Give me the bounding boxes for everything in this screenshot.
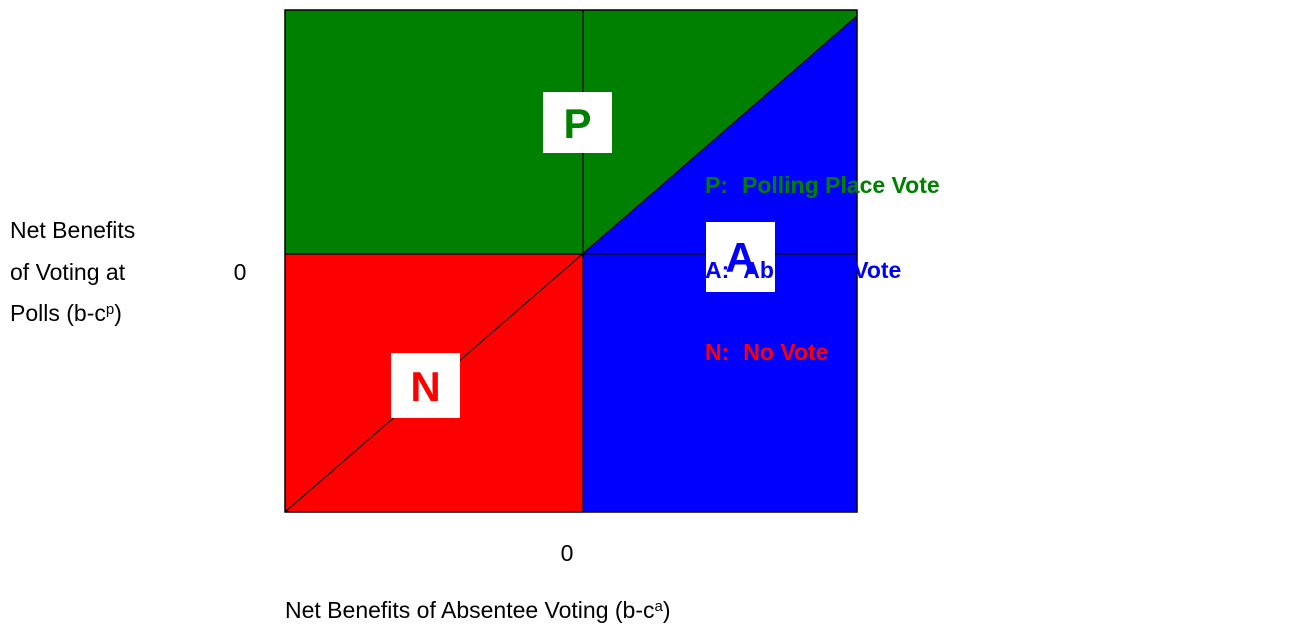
legend-key: A:: [705, 257, 729, 283]
x-axis-label: ): [663, 597, 671, 623]
legend-entry: A: Absentee Vote: [705, 257, 901, 283]
y-axis-label: Net Benefits: [10, 217, 135, 243]
y-axis-label: ): [114, 300, 122, 326]
x-axis-label: Net Benefits of Absentee Voting (b-c: [285, 597, 655, 623]
legend-entry: N: No Vote: [705, 339, 828, 365]
legend-label: No Vote: [743, 339, 828, 365]
x-axis-label: Net Benefits of Absentee Voting (b-ca): [285, 597, 671, 623]
label-box: [391, 353, 460, 418]
label-box: [706, 222, 775, 292]
region-letter: A: [725, 234, 755, 281]
y-axis-label: of Voting at: [10, 259, 126, 285]
legend-key: P:: [705, 172, 728, 198]
y-axis-label: Polls (b-c: [10, 300, 106, 326]
superscript: a: [655, 598, 664, 615]
legend-entry: P: Polling Place Vote: [705, 172, 940, 198]
legend-label: Absentee Vote: [743, 257, 901, 283]
superscript: p: [106, 301, 114, 318]
region-letter: P: [563, 100, 591, 147]
y-zero: 0: [234, 259, 247, 285]
legend-key: N:: [705, 339, 729, 365]
legend-label: Polling Place Vote: [742, 172, 940, 198]
y-axis-label: Polls (b-cp): [10, 300, 122, 326]
x-zero: 0: [561, 540, 574, 566]
region-letter: N: [410, 363, 440, 410]
label-box: [543, 92, 612, 153]
